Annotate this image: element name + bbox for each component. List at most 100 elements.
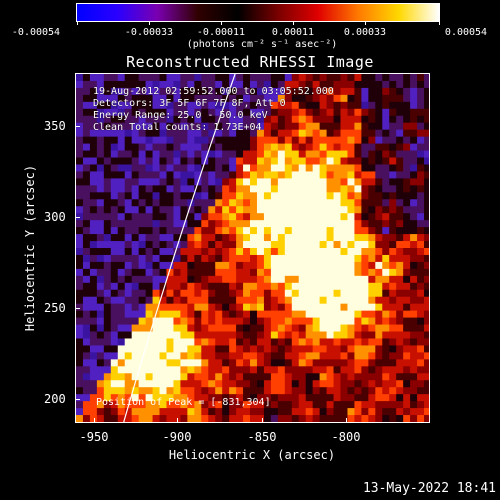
heatmap-cell: [180, 143, 188, 152]
heatmap-cell: [291, 108, 300, 117]
heatmap-cell: [368, 178, 376, 186]
heatmap-cell: [410, 366, 418, 374]
heatmap-cell: [291, 234, 300, 242]
heatmap-cell: [138, 185, 147, 193]
heatmap-cell: [298, 122, 307, 131]
heatmap-cell: [89, 268, 98, 277]
heatmap-cell: [256, 241, 265, 249]
heatmap-cell: [291, 150, 300, 159]
heatmap-cell: [110, 248, 119, 256]
heatmap-cell: [236, 234, 244, 242]
heatmap-cell: [305, 387, 314, 395]
heatmap-cell: [152, 87, 161, 96]
heatmap-cell: [145, 157, 154, 165]
heatmap-cell: [166, 317, 174, 326]
heatmap-cell: [424, 387, 429, 395]
heatmap-cell: [417, 261, 425, 270]
heatmap-cell: [417, 164, 425, 172]
heatmap-cell: [243, 94, 251, 103]
heatmap-cell: [340, 380, 348, 388]
heatmap-cell: [173, 394, 181, 402]
heatmap-cell: [103, 373, 112, 381]
heatmap-cell: [117, 359, 126, 367]
heatmap-cell: [424, 157, 429, 165]
heatmap-cell: [166, 359, 174, 367]
heatmap-cell: [159, 241, 167, 249]
heatmap-cell: [159, 338, 167, 346]
heatmap-cell: [103, 317, 112, 326]
heatmap-cell: [76, 296, 84, 305]
heatmap-cell: [319, 380, 328, 388]
heatmap-cell: [277, 157, 286, 165]
heatmap-cell: [222, 359, 230, 367]
heatmap-cell: [382, 171, 390, 179]
colorbar-tick: [365, 21, 366, 25]
heatmap-cell: [180, 150, 188, 159]
heatmap-cell: [270, 359, 279, 367]
heatmap-cell: [333, 206, 341, 214]
heatmap-cell: [124, 122, 133, 131]
heatmap-cell: [173, 80, 181, 89]
heatmap-cell: [270, 275, 279, 284]
heatmap-cell: [187, 415, 195, 422]
heatmap-cell: [340, 254, 348, 263]
heatmap-cell: [159, 220, 167, 228]
heatmap-cell: [263, 387, 272, 395]
heatmap-cell: [354, 227, 362, 235]
heatmap-cell: [389, 401, 397, 409]
heatmap-cell: [201, 331, 209, 339]
heatmap-cell: [152, 359, 161, 367]
heatmap-cell: [340, 157, 348, 165]
heatmap-cell: [424, 359, 429, 367]
heatmap-cell: [159, 359, 167, 367]
heatmap-cell: [277, 408, 286, 416]
heatmap-cell: [89, 192, 98, 200]
heatmap-cell: [333, 220, 341, 228]
heatmap-cell: [424, 268, 429, 277]
heatmap-cell: [389, 303, 397, 312]
heatmap-cell: [424, 317, 429, 326]
heatmap-cell: [263, 136, 272, 145]
heatmap-cell: [368, 136, 376, 145]
heatmap-cell: [333, 101, 341, 110]
heatmap-cell: [194, 373, 202, 381]
heatmap-cell: [215, 108, 223, 117]
heatmap-cell: [270, 178, 279, 186]
heatmap-cell: [152, 157, 161, 165]
heatmap-cell: [368, 199, 376, 207]
heatmap-cell: [208, 317, 216, 326]
heatmap-cell: [305, 185, 314, 193]
heatmap-cell: [208, 352, 216, 360]
heatmap-cell: [110, 338, 119, 346]
heatmap-cell: [117, 94, 126, 103]
heatmap-cell: [389, 380, 397, 388]
heatmap-cell: [117, 415, 126, 422]
heatmap-cell: [166, 101, 174, 110]
heatmap-cell: [354, 234, 362, 242]
heatmap-cell: [312, 352, 321, 360]
heatmap-cell: [194, 415, 202, 422]
heatmap-cell: [298, 80, 307, 89]
heatmap-cell: [124, 359, 133, 367]
heatmap-cell: [236, 241, 244, 249]
heatmap-cell: [194, 408, 202, 416]
heatmap-cell: [76, 199, 84, 207]
heatmap-cell: [270, 122, 279, 131]
heatmap-cell: [284, 387, 293, 395]
heatmap-cell: [382, 220, 390, 228]
heatmap-cell: [410, 303, 418, 312]
heatmap-cell: [208, 213, 216, 221]
heatmap-cell: [180, 94, 188, 103]
heatmap-cell: [312, 220, 321, 228]
heatmap-cell: [166, 380, 174, 388]
heatmap-cell: [96, 115, 105, 124]
heatmap-cell: [417, 254, 425, 263]
heatmap-cell: [354, 74, 362, 82]
heatmap-cell: [263, 408, 272, 416]
heatmap-cell: [76, 178, 84, 186]
heatmap-cell: [389, 171, 397, 179]
heatmap-cell: [305, 74, 314, 82]
heatmap-cell: [410, 387, 418, 395]
heatmap-cell: [410, 129, 418, 138]
heatmap-cell: [117, 289, 126, 298]
